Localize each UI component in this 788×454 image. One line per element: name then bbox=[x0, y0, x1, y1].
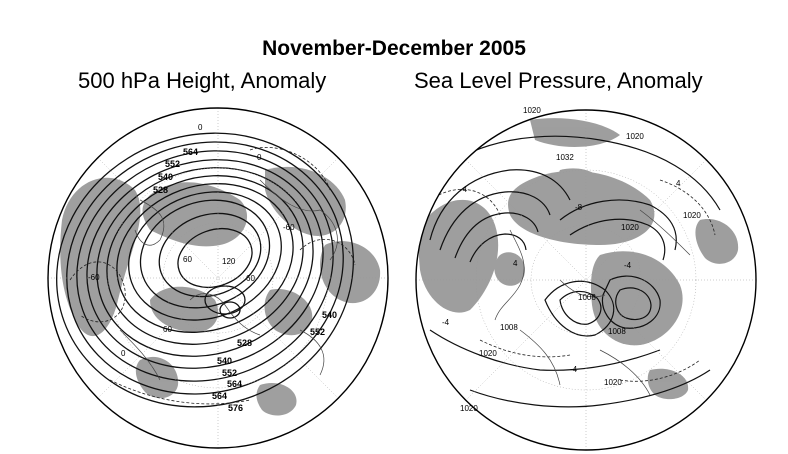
left-graticule bbox=[48, 108, 388, 448]
right-contour-label: 1020 bbox=[626, 132, 644, 141]
right-map-subtitle: Sea Level Pressure, Anomaly bbox=[414, 68, 703, 93]
right-anomaly-label: 4 bbox=[676, 179, 681, 188]
left-anomaly-label: 0 bbox=[198, 123, 203, 132]
right-contour-label: 1008 bbox=[578, 293, 596, 302]
right-anomaly-label: -8 bbox=[575, 203, 583, 212]
right-anomaly-label: -4 bbox=[442, 318, 450, 327]
left-anomaly-label: 120 bbox=[222, 257, 236, 266]
left-contour-label: 528 bbox=[153, 185, 168, 195]
right-contour-label: 1008 bbox=[500, 323, 518, 332]
figure-title: November-December 2005 bbox=[262, 37, 526, 60]
left-contour-label: 552 bbox=[310, 327, 325, 337]
left-contour-labels: 564 552 540 528 564 552 540 528 552 540 … bbox=[153, 147, 337, 413]
left-contour-label: 552 bbox=[165, 159, 180, 169]
right-anomaly-label: -4 bbox=[460, 185, 468, 194]
right-contour-label: 1020 bbox=[479, 349, 497, 358]
left-contour-label: 528 bbox=[237, 338, 252, 348]
left-contour-label: 540 bbox=[322, 310, 337, 320]
right-contour-label: 1020 bbox=[683, 211, 701, 220]
left-anomaly-label: -60 bbox=[283, 223, 295, 232]
right-contour-labels: 1020 1020 1032 1020 1020 1008 1008 1020 … bbox=[460, 106, 701, 413]
left-contour-label: 540 bbox=[158, 172, 173, 182]
left-anomaly-label: 60 bbox=[183, 255, 192, 264]
right-graticule bbox=[416, 110, 756, 450]
left-polar-map: 564 552 540 528 564 552 540 528 552 540 … bbox=[47, 107, 389, 449]
right-isobar-contours bbox=[429, 135, 721, 408]
right-contour-label: 1020 bbox=[460, 404, 478, 413]
left-anomaly-labels: 0 -60 60 120 60 -60 60 0 0 bbox=[88, 123, 295, 358]
left-contour-label: 564 bbox=[183, 147, 198, 157]
right-contour-label: 1032 bbox=[556, 153, 574, 162]
right-map-border bbox=[415, 109, 757, 451]
right-contour-label: 1008 bbox=[608, 327, 626, 336]
left-contour-label: 576 bbox=[228, 403, 243, 413]
left-anomaly-label: 0 bbox=[257, 153, 262, 162]
right-anomaly-labels: -4 4 -8 -4 4 -4 -4 bbox=[442, 179, 681, 374]
left-anomaly-label: 60 bbox=[163, 325, 172, 334]
left-map-subtitle: 500 hPa Height, Anomaly bbox=[78, 68, 327, 93]
left-contour-label: 552 bbox=[222, 368, 237, 378]
right-anomaly-label: -4 bbox=[570, 365, 578, 374]
left-anomaly-contours bbox=[69, 147, 356, 405]
left-contour-label: 564 bbox=[212, 391, 227, 401]
right-coastlines bbox=[494, 209, 691, 396]
left-anomaly-label: 60 bbox=[246, 274, 255, 283]
left-height-contours bbox=[56, 132, 354, 408]
right-contour-label: 1020 bbox=[621, 223, 639, 232]
right-contour-label: 1020 bbox=[523, 106, 541, 115]
left-anomaly-label: -60 bbox=[88, 273, 100, 282]
right-polar-map: 1020 1020 1032 1020 1020 1008 1008 1020 … bbox=[415, 106, 757, 451]
left-coastlines bbox=[119, 179, 338, 381]
right-anomaly-label: 4 bbox=[513, 259, 518, 268]
right-anomaly-label: -4 bbox=[624, 261, 632, 270]
left-contour-label: 540 bbox=[217, 356, 232, 366]
left-map-border bbox=[47, 107, 389, 449]
right-contour-label: 1020 bbox=[604, 378, 622, 387]
left-contour-label: 564 bbox=[227, 379, 242, 389]
left-anomaly-label: 0 bbox=[121, 349, 126, 358]
